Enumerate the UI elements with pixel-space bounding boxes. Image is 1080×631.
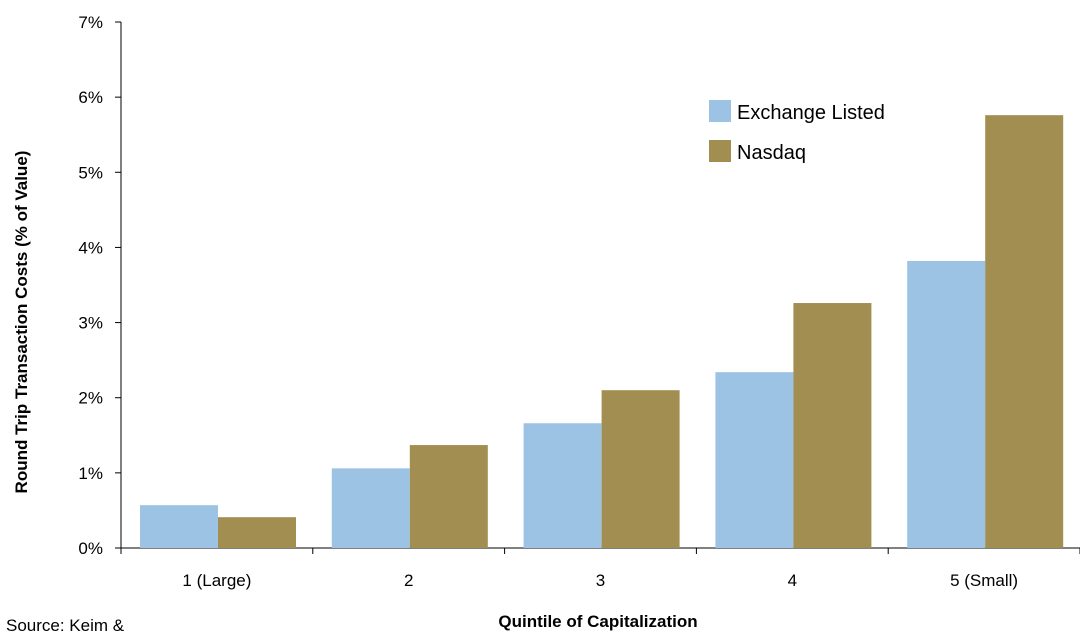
- y-tick-label: 5%: [78, 163, 103, 182]
- y-tick-label: 4%: [78, 238, 103, 257]
- bar-nasdaq: [409, 445, 488, 548]
- bar-nasdaq: [218, 517, 296, 548]
- x-tick-label: 2: [404, 571, 413, 590]
- x-tick-label: 4: [788, 571, 797, 590]
- bar-nasdaq: [793, 303, 872, 548]
- x-tick-label: 5 (Small): [950, 571, 1018, 590]
- y-tick-label: 1%: [78, 464, 103, 483]
- y-tick-label: 3%: [78, 314, 103, 333]
- bar-exchange-listed: [907, 260, 986, 548]
- x-tick-label: 1 (Large): [182, 571, 251, 590]
- y-tick-label: 6%: [78, 88, 103, 107]
- legend-label: Exchange Listed: [737, 102, 885, 124]
- y-tick-label: 7%: [78, 13, 103, 32]
- bar-nasdaq: [985, 115, 1064, 549]
- legend-label: Nasdaq: [737, 142, 806, 164]
- x-tick-label: 3: [596, 571, 605, 590]
- bar-nasdaq: [601, 390, 680, 548]
- y-axis-title: Round Trip Transaction Costs (% of Value…: [12, 151, 31, 494]
- source-note: Source: Keim &: [6, 616, 125, 631]
- bar-exchange-listed: [331, 468, 410, 548]
- legend: Exchange Listed Nasdaq: [709, 100, 885, 164]
- x-axis-title: Quintile of Capitalization: [498, 612, 697, 631]
- y-tick-label: 2%: [78, 389, 103, 408]
- y-tick-label: 0%: [78, 539, 103, 558]
- bar-exchange-listed: [523, 423, 602, 548]
- bar-exchange-listed: [140, 505, 218, 548]
- legend-swatch: [709, 100, 731, 122]
- bar-exchange-listed: [715, 372, 794, 548]
- legend-swatch: [709, 140, 731, 162]
